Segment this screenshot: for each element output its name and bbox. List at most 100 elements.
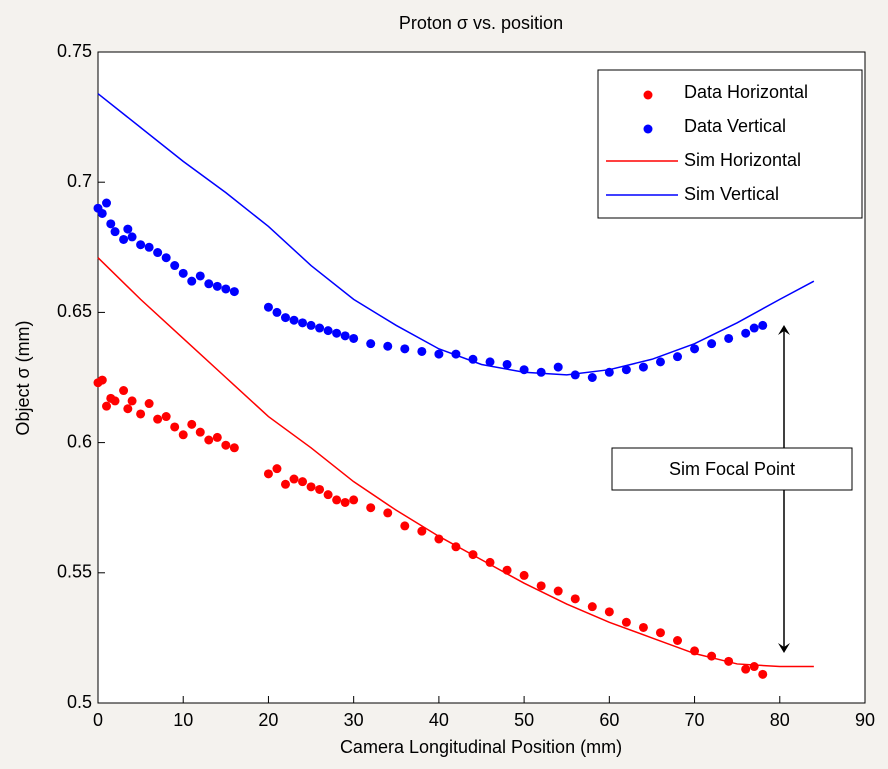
data-point	[621, 617, 631, 627]
data-point	[673, 636, 683, 646]
data-point	[144, 399, 154, 409]
data-point	[136, 240, 146, 250]
annotation: Sim Focal Point	[669, 459, 795, 479]
y-tick-label: 0.55	[57, 562, 92, 582]
legend-label: Sim Horizontal	[684, 150, 801, 170]
data-point	[306, 320, 316, 330]
data-point	[758, 320, 768, 330]
data-point	[400, 344, 410, 354]
legend-marker	[643, 124, 653, 134]
x-tick-label: 60	[599, 710, 619, 730]
data-point	[161, 253, 171, 263]
data-point	[749, 662, 759, 672]
chart-title: Proton σ vs. position	[399, 13, 563, 33]
data-point	[123, 224, 133, 234]
data-point	[536, 367, 546, 377]
data-point	[119, 234, 129, 244]
data-point	[570, 594, 580, 604]
data-point	[349, 495, 359, 505]
legend-box	[597, 69, 863, 219]
data-point	[570, 370, 580, 380]
data-point	[383, 508, 393, 518]
line	[97, 257, 814, 668]
data-point	[417, 526, 427, 536]
data-point	[485, 557, 495, 567]
data-point	[212, 281, 222, 291]
data-point	[707, 339, 717, 349]
data-point	[263, 302, 273, 312]
data-point	[144, 242, 154, 252]
annotation-box	[611, 447, 853, 491]
x-tick-label: 10	[173, 710, 193, 730]
data-point	[119, 386, 129, 396]
data-point	[655, 357, 665, 367]
data-point	[110, 227, 120, 237]
data-point	[102, 198, 112, 208]
data-point	[366, 339, 376, 349]
data-point	[195, 427, 205, 437]
y-tick-label: 0.6	[67, 431, 92, 451]
legend-label: Data Horizontal	[684, 82, 808, 102]
data-point	[323, 490, 333, 500]
data-point	[536, 581, 546, 591]
x-tick-label: 20	[258, 710, 278, 730]
data-point	[170, 422, 180, 432]
data-point	[400, 521, 410, 531]
x-tick-label: 40	[429, 710, 449, 730]
data-point	[587, 373, 597, 382]
data-point	[587, 602, 597, 612]
data-point	[136, 409, 146, 419]
data-point	[272, 307, 282, 317]
data-point	[187, 276, 197, 286]
data-point	[349, 333, 359, 343]
data-point	[519, 570, 529, 580]
data-point	[332, 328, 342, 338]
x-tick-label: 0	[93, 710, 103, 730]
x-tick-label: 80	[770, 710, 790, 730]
data-point	[485, 357, 495, 367]
data-point	[340, 497, 350, 507]
y-tick-label: 0.75	[57, 41, 92, 61]
data-point	[204, 279, 214, 289]
legend-label: Sim Vertical	[684, 184, 779, 204]
data-point	[749, 323, 759, 333]
data-point	[323, 326, 333, 336]
x-axis-label: Camera Longitudinal Position (mm)	[340, 737, 622, 757]
legend-marker	[643, 90, 653, 100]
data-point	[315, 484, 325, 494]
data-point	[97, 208, 107, 218]
y-tick-label: 0.65	[57, 301, 92, 321]
data-point	[289, 474, 299, 484]
data-point	[434, 349, 444, 359]
data-point	[178, 268, 188, 278]
data-point	[638, 622, 648, 632]
data-point	[340, 331, 350, 341]
data-point	[434, 534, 444, 544]
data-point	[153, 414, 163, 424]
data-point	[673, 352, 683, 362]
data-point	[127, 396, 137, 406]
data-point	[741, 328, 751, 338]
data-point	[221, 284, 231, 294]
data-point	[289, 315, 299, 325]
data-point	[153, 248, 163, 258]
x-tick-label: 70	[685, 710, 705, 730]
data-point	[724, 333, 734, 343]
data-point	[707, 651, 717, 661]
data-point	[655, 628, 665, 638]
data-point	[102, 401, 112, 411]
data-point	[195, 271, 205, 281]
data-point	[127, 232, 137, 242]
data-point	[332, 495, 342, 505]
data-point	[553, 362, 563, 372]
data-point	[298, 318, 308, 328]
data-point	[280, 313, 290, 323]
data-point	[97, 375, 107, 385]
data-point	[638, 362, 648, 372]
x-tick-label: 50	[514, 710, 534, 730]
data-point	[621, 365, 631, 375]
data-point	[229, 287, 239, 297]
y-tick-label: 0.7	[67, 171, 92, 191]
